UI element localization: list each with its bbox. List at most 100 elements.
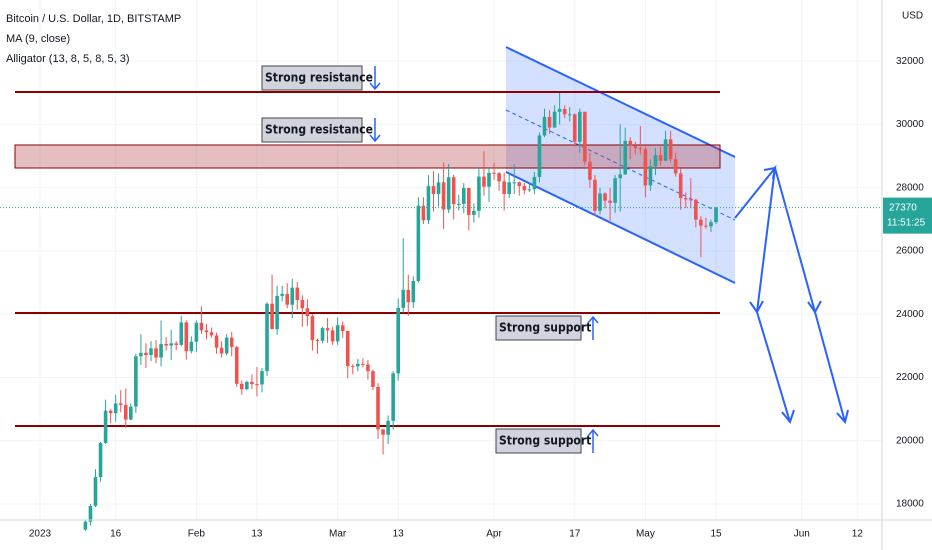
- candle-body: [416, 205, 421, 282]
- candle-body: [325, 328, 330, 331]
- candle-body: [487, 172, 491, 187]
- price-tag-countdown: 11:51:25: [887, 217, 926, 228]
- candle-body: [593, 179, 597, 211]
- candle-body: [547, 116, 552, 128]
- candle-body: [694, 199, 698, 220]
- candle-body: [562, 108, 567, 115]
- candle-body: [542, 116, 547, 136]
- candle-body: [219, 347, 224, 354]
- x-tick-label: Feb: [188, 529, 206, 540]
- candle-body: [623, 140, 628, 175]
- candle-body: [603, 193, 607, 201]
- candle-body: [663, 139, 668, 161]
- candle-body: [179, 322, 184, 345]
- candle-body: [648, 166, 653, 186]
- candle-body: [118, 403, 123, 405]
- candle-body: [678, 173, 683, 199]
- x-tick-label: 16: [110, 529, 122, 540]
- axis-unit: USD: [902, 11, 923, 22]
- price-tag: [883, 197, 932, 234]
- candle-body: [714, 207, 718, 223]
- candle-body: [356, 363, 360, 367]
- candle-body: [507, 182, 511, 195]
- candle-body: [578, 111, 582, 142]
- x-tick-label: 13: [251, 529, 263, 540]
- candle-body: [295, 287, 300, 300]
- candle-body: [240, 383, 244, 390]
- x-tick-label: Jun: [794, 529, 810, 540]
- candle-body: [340, 325, 345, 331]
- candle-body: [517, 182, 522, 187]
- candle-body: [300, 299, 305, 309]
- x-tick-label: 12: [852, 529, 864, 540]
- candle-body: [320, 328, 325, 341]
- x-tick-label: May: [636, 529, 655, 540]
- candle-body: [406, 289, 411, 303]
- candle-body: [446, 177, 451, 210]
- y-tick-label: 32000: [896, 56, 924, 67]
- candle-body: [436, 182, 441, 195]
- candle-body: [643, 148, 648, 186]
- candle-body: [583, 111, 587, 162]
- candle-body: [527, 189, 532, 191]
- candle-body: [588, 161, 592, 180]
- candle-body: [270, 303, 274, 330]
- indicator-label: MA (9, close): [6, 33, 70, 45]
- resistance-zone: [14, 144, 721, 169]
- annotation-label: Strong support: [499, 321, 591, 335]
- candle-body: [512, 182, 517, 184]
- candle-body: [280, 293, 284, 296]
- candle-body: [350, 366, 355, 368]
- candle-body: [618, 174, 622, 179]
- axes: 18000 20000 22000 24000 26000 28000 30000 32000…: [0, 56, 932, 540]
- candle-body: [174, 343, 179, 345]
- candle-body: [285, 293, 290, 305]
- candle-body: [613, 178, 617, 203]
- candle-body: [255, 384, 259, 386]
- y-tick-label: 20000: [896, 435, 924, 446]
- x-tick-label: 15: [710, 529, 722, 540]
- candle-body: [290, 287, 295, 305]
- candle-body: [426, 186, 431, 221]
- candle-body: [234, 347, 239, 384]
- candle-body: [633, 145, 638, 149]
- candle-body: [265, 303, 269, 372]
- candle-body: [502, 181, 506, 195]
- candle-body: [668, 139, 673, 160]
- candle-body: [199, 322, 204, 331]
- candle-body: [159, 343, 163, 358]
- candle-body: [366, 364, 370, 372]
- candle-body: [386, 420, 390, 435]
- candle-body: [194, 322, 199, 342]
- annotation-label: Strong support: [499, 434, 591, 448]
- candle-body: [572, 114, 577, 142]
- candle-body: [361, 363, 365, 365]
- candle-body: [376, 386, 380, 430]
- annotation-label: Strong resistance: [265, 123, 373, 137]
- candle-body: [88, 505, 93, 522]
- candle-body: [149, 348, 153, 356]
- candle-body: [315, 340, 320, 342]
- y-tick-label: 22000: [896, 372, 924, 383]
- y-tick-label: 30000: [896, 119, 924, 130]
- candle-body: [472, 210, 476, 215]
- candle-body: [204, 330, 209, 333]
- candle-body: [345, 330, 350, 367]
- x-tick-label: Mar: [329, 529, 347, 540]
- candle-body: [144, 352, 148, 356]
- candle-body: [123, 404, 128, 420]
- candle-body: [557, 108, 562, 112]
- candle-body: [628, 140, 633, 146]
- grid: [0, 0, 882, 520]
- candle-body: [154, 348, 158, 358]
- candle-body: [335, 325, 340, 342]
- candle-body: [421, 205, 426, 221]
- candle-body: [441, 182, 446, 210]
- candle-body: [477, 176, 481, 211]
- candle-body: [567, 114, 572, 116]
- candle-body: [330, 330, 335, 342]
- candle-body: [704, 225, 708, 227]
- chart-title: Bitcoin / U.S. Dollar, 1D, BITSTAMP: [6, 13, 181, 25]
- candle-body: [552, 111, 557, 128]
